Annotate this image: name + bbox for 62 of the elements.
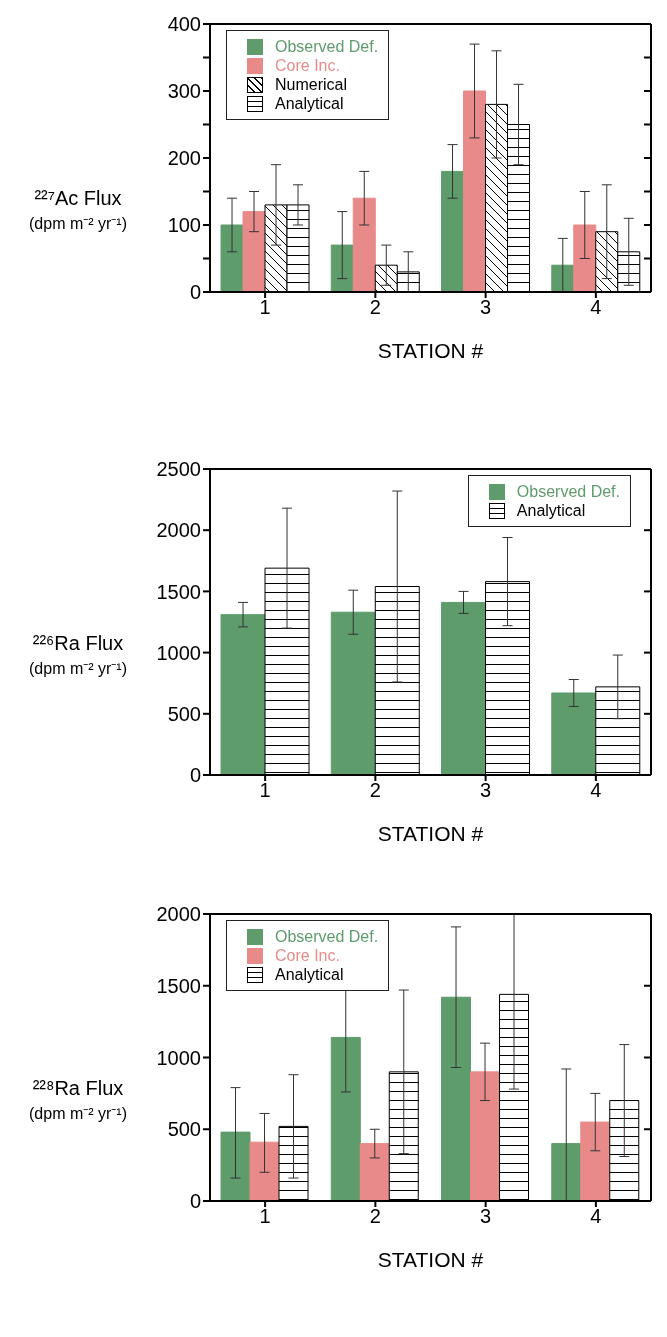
y-tick-label: 1000	[156, 1046, 201, 1069]
y-tick-label: 1500	[156, 580, 201, 603]
bar	[220, 614, 266, 775]
bar	[470, 1071, 501, 1201]
bar	[441, 170, 465, 292]
legend-label: Core Inc.	[275, 946, 340, 965]
legend-label: Analytical	[275, 965, 344, 984]
x-tick-label: 3	[480, 296, 492, 319]
bar	[242, 211, 266, 292]
y-tick-label: 200	[167, 147, 201, 170]
y-tick-label: 1000	[156, 641, 201, 664]
x-tick-label: 2	[369, 296, 381, 319]
legend-label: Analytical	[516, 501, 586, 520]
y-tick-label: 2500	[156, 458, 201, 481]
bar	[330, 1036, 361, 1201]
y-tick-label: 300	[167, 80, 201, 103]
x-tick-label: 2	[369, 779, 381, 802]
y-tick-label: 1500	[156, 974, 201, 997]
x-tick-label: 4	[590, 1205, 602, 1228]
x-axis-title: STATION #	[377, 1248, 484, 1271]
legend-label: Numerical	[275, 75, 348, 94]
x-tick-label: 1	[259, 1205, 271, 1228]
x-axis-title: STATION #	[377, 339, 484, 362]
bar	[220, 224, 244, 292]
y-axis-title: ²²⁸Ra Flux (dpm m⁻² yr⁻¹)	[28, 1075, 128, 1124]
y-axis-title: ²²⁶Ra Flux (dpm m⁻² yr⁻¹)	[28, 630, 128, 679]
y-axis-title: ²²⁷Ac Flux (dpm m⁻² yr⁻¹)	[28, 185, 128, 234]
bar	[551, 1143, 582, 1201]
y-tick-label: 0	[189, 764, 201, 787]
y-tick-label: 500	[167, 1118, 201, 1141]
y-tick-label: 0	[189, 1190, 201, 1213]
legend-label: Observed Def.	[275, 927, 379, 946]
bar	[441, 601, 487, 775]
y-tick-label: 400	[167, 13, 201, 36]
y-tick-label: 2000	[156, 903, 201, 926]
x-tick-label: 4	[590, 296, 602, 319]
legend-label: Observed Def.	[516, 482, 620, 501]
x-tick-label: 3	[480, 1205, 492, 1228]
y-tick-label: 500	[167, 702, 201, 725]
y-tick-label: 100	[167, 214, 201, 237]
bar	[441, 996, 472, 1201]
bar	[573, 224, 597, 292]
bar	[580, 1121, 611, 1201]
bar	[249, 1141, 280, 1201]
y-tick-label: 2000	[156, 519, 201, 542]
bar	[330, 244, 354, 292]
x-tick-label: 2	[369, 1205, 381, 1228]
x-tick-label: 3	[480, 779, 492, 802]
legend-label: Observed Def.	[275, 37, 379, 56]
bar	[463, 90, 487, 292]
x-tick-label: 4	[590, 779, 602, 802]
bar	[551, 692, 597, 775]
x-tick-label: 1	[259, 296, 271, 319]
bar	[330, 611, 376, 775]
bar	[359, 1143, 390, 1201]
bar	[352, 197, 376, 292]
bar	[220, 1131, 251, 1201]
legend-label: Analytical	[275, 94, 344, 113]
x-tick-label: 1	[259, 779, 271, 802]
y-tick-label: 0	[189, 281, 201, 304]
x-axis-title: STATION #	[377, 822, 484, 845]
legend-label: Core Inc.	[275, 56, 340, 75]
